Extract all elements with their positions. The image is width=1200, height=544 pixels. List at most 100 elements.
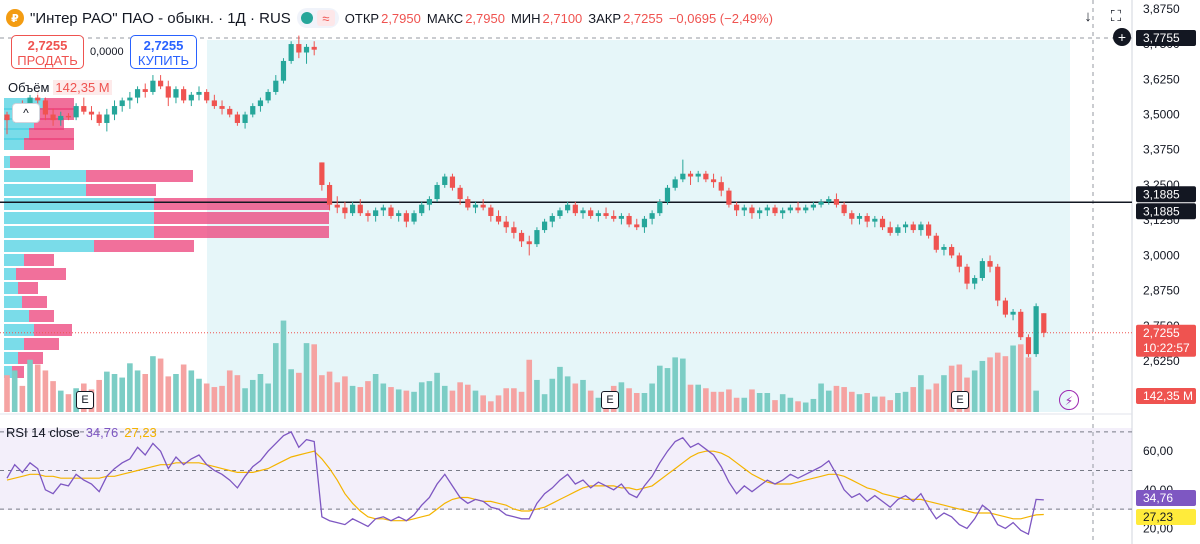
volume-bar [672, 357, 678, 412]
event-badge-2[interactable]: E [601, 391, 619, 409]
volume-bar [472, 390, 479, 412]
sell-button[interactable]: 2,7255 ПРОДАТЬ [11, 35, 84, 69]
candle-body [549, 215, 555, 222]
volume-bar [703, 388, 709, 412]
candle-body [634, 224, 640, 228]
volume-profile-buy-bar [4, 240, 94, 252]
volume-bar [833, 385, 840, 412]
countdown-tag: 10:22:57 [1143, 341, 1190, 355]
volume-bar [50, 381, 56, 412]
candle-body [96, 114, 102, 123]
volume-profile-sell-bar [29, 128, 74, 140]
candle-body [150, 80, 156, 92]
candle-body [65, 115, 72, 118]
volume-bar [933, 383, 940, 412]
candle-body [142, 89, 148, 92]
volume-bar [242, 388, 248, 412]
volume-bar [1002, 356, 1009, 412]
rsi-ma-value-tag-bg [1136, 509, 1196, 525]
price-tick-label: 2,6250 [1143, 354, 1180, 368]
volume-bar [480, 395, 486, 412]
candle-body [910, 224, 916, 231]
lightning-icon[interactable]: ⚡ [1059, 390, 1079, 410]
volume-bar [557, 366, 563, 412]
volume-legend[interactable]: Объём 142,35 M [6, 80, 114, 95]
volume-bar [395, 389, 402, 412]
volume-bar [334, 382, 341, 412]
candle-body [534, 230, 540, 245]
candle-body [480, 204, 486, 208]
volume-bar [925, 389, 932, 412]
status-pill[interactable]: ≈ [296, 8, 339, 28]
volume-profile-buy-bar [4, 324, 34, 336]
volume-bar [119, 377, 125, 412]
candle-body [472, 204, 479, 208]
candle-body [488, 207, 494, 216]
volume-bar [733, 397, 740, 412]
candle-body [795, 207, 801, 211]
volume-bar [65, 394, 72, 412]
symbol-title[interactable]: "Интер РАО" ПАО - обыкн. · 1Д · RUS [30, 9, 291, 27]
volume-bar [657, 365, 663, 412]
volume-profile-sell-bar [22, 296, 47, 308]
candle-body [879, 218, 886, 228]
candle-body [403, 213, 409, 222]
volume-bar [918, 375, 924, 412]
volume-bar [580, 379, 586, 412]
rsi-ma-value: 27,23 [124, 425, 157, 440]
candle-body [388, 207, 394, 216]
chart-header: ₽ "Интер РАО" ПАО - обыкн. · 1Д · RUS ≈ … [6, 6, 777, 30]
plus-icon[interactable]: + [1113, 28, 1131, 46]
candle-body [956, 255, 962, 267]
volume-bar [296, 372, 302, 412]
volume-profile-sell-bar [18, 352, 43, 364]
event-badge-1[interactable]: E [76, 391, 94, 409]
volume-bar [173, 374, 179, 412]
last-price-tag: 2,7255 [1143, 326, 1180, 340]
fullscreen-icon[interactable]: ⛶ [1110, 8, 1122, 25]
volume-bar [1033, 390, 1039, 412]
candle-body [557, 210, 563, 216]
volume-bar [541, 394, 548, 412]
candle-body [319, 162, 325, 185]
sell-price: 2,7255 [27, 38, 68, 53]
download-icon[interactable]: ↓ [1084, 8, 1092, 25]
level-price-tag-2: 3,1885 [1143, 204, 1180, 218]
volume-bar [196, 378, 202, 412]
candle-body [841, 204, 847, 214]
candle-body [695, 173, 701, 177]
candle-body [979, 261, 985, 278]
volume-label: Объём [8, 80, 50, 95]
collapse-chevron-up-icon[interactable]: ^ [12, 103, 40, 123]
volume-bar [273, 343, 279, 412]
price-tick-label: 3,3750 [1143, 143, 1180, 157]
price-tick-label: 3,6250 [1143, 72, 1180, 86]
volume-profile-sell-bar [44, 98, 74, 110]
price-tick-label: 3,5000 [1143, 108, 1180, 122]
candle-body [134, 89, 141, 98]
volume-profile-sell-bar [154, 226, 329, 238]
candle-body [1033, 306, 1039, 355]
buy-button[interactable]: 2,7255 КУПИТЬ [130, 35, 197, 69]
last-price-tag-bg [1136, 324, 1196, 357]
volume-bar [265, 383, 271, 412]
candle-body [526, 241, 532, 245]
rsi-legend[interactable]: RSI 14 close 34,76 27,23 [6, 425, 157, 440]
candle-body [426, 199, 432, 205]
event-badge-3[interactable]: E [951, 391, 969, 409]
candle-body [726, 190, 732, 205]
volume-profile-buy-bar [4, 282, 18, 294]
volume-bar [372, 374, 379, 412]
volume-profile-buy-bar [4, 128, 29, 140]
volume-profile-sell-bar [16, 268, 66, 280]
volume-bar [710, 391, 717, 412]
volume-bar [680, 358, 686, 412]
volume-bar [157, 358, 164, 412]
candle-body [111, 106, 118, 115]
volume-bar [257, 374, 264, 412]
candle-body [595, 213, 601, 216]
candle-body [1025, 337, 1032, 355]
candle-body [964, 266, 970, 284]
candle-body [987, 261, 993, 267]
